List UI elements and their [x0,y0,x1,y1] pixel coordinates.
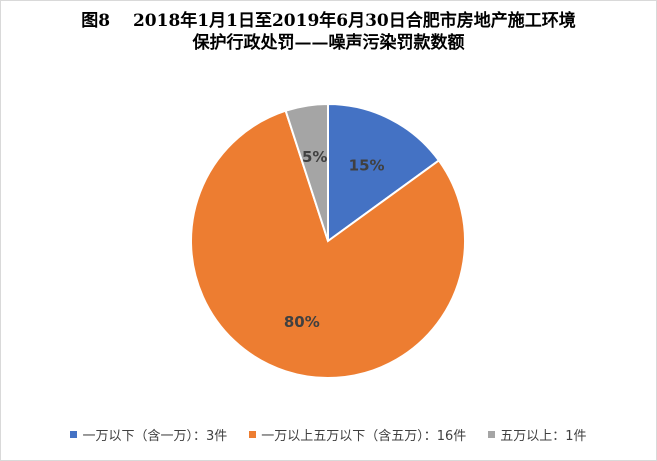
pie-slice-2 [190,109,467,379]
chart-title: 图8 2018年1月1日至2019年6月30日合肥市房地产施工环境 保护行政处罚… [0,10,657,54]
data-label-2: 80% [284,313,320,331]
data-label-3: 5% [302,148,327,166]
legend-item-2: 一万以上五万以下（含五万）：16件 [249,425,466,444]
chart-title-line-1: 图8 2018年1月1日至2019年6月30日合肥市房地产施工环境 [81,11,576,31]
legend-label-2: 一万以上五万以下（含五万）：16件 [261,428,467,444]
legend-item-1: 一万以下（含一万）：3件 [70,425,227,444]
legend-label-3: 五万以上：1件 [500,428,587,444]
legend-label-1: 一万以下（含一万）：3件 [82,428,228,444]
chart-title-line-2: 保护行政处罚——噪声污染罚款数额 [192,33,465,53]
data-label-1: 15% [349,156,385,174]
legend-item-3: 五万以上：1件 [488,425,587,444]
legend-swatch-3 [488,430,496,438]
pie-slice-3 [284,102,329,242]
pie-slice-1 [327,102,441,243]
legend: 一万以下（含一万）：3件 一万以上五万以下（含五万）：16件 五万以上：1件 [0,424,657,444]
legend-swatch-2 [249,430,257,438]
legend-swatch-1 [70,430,78,438]
